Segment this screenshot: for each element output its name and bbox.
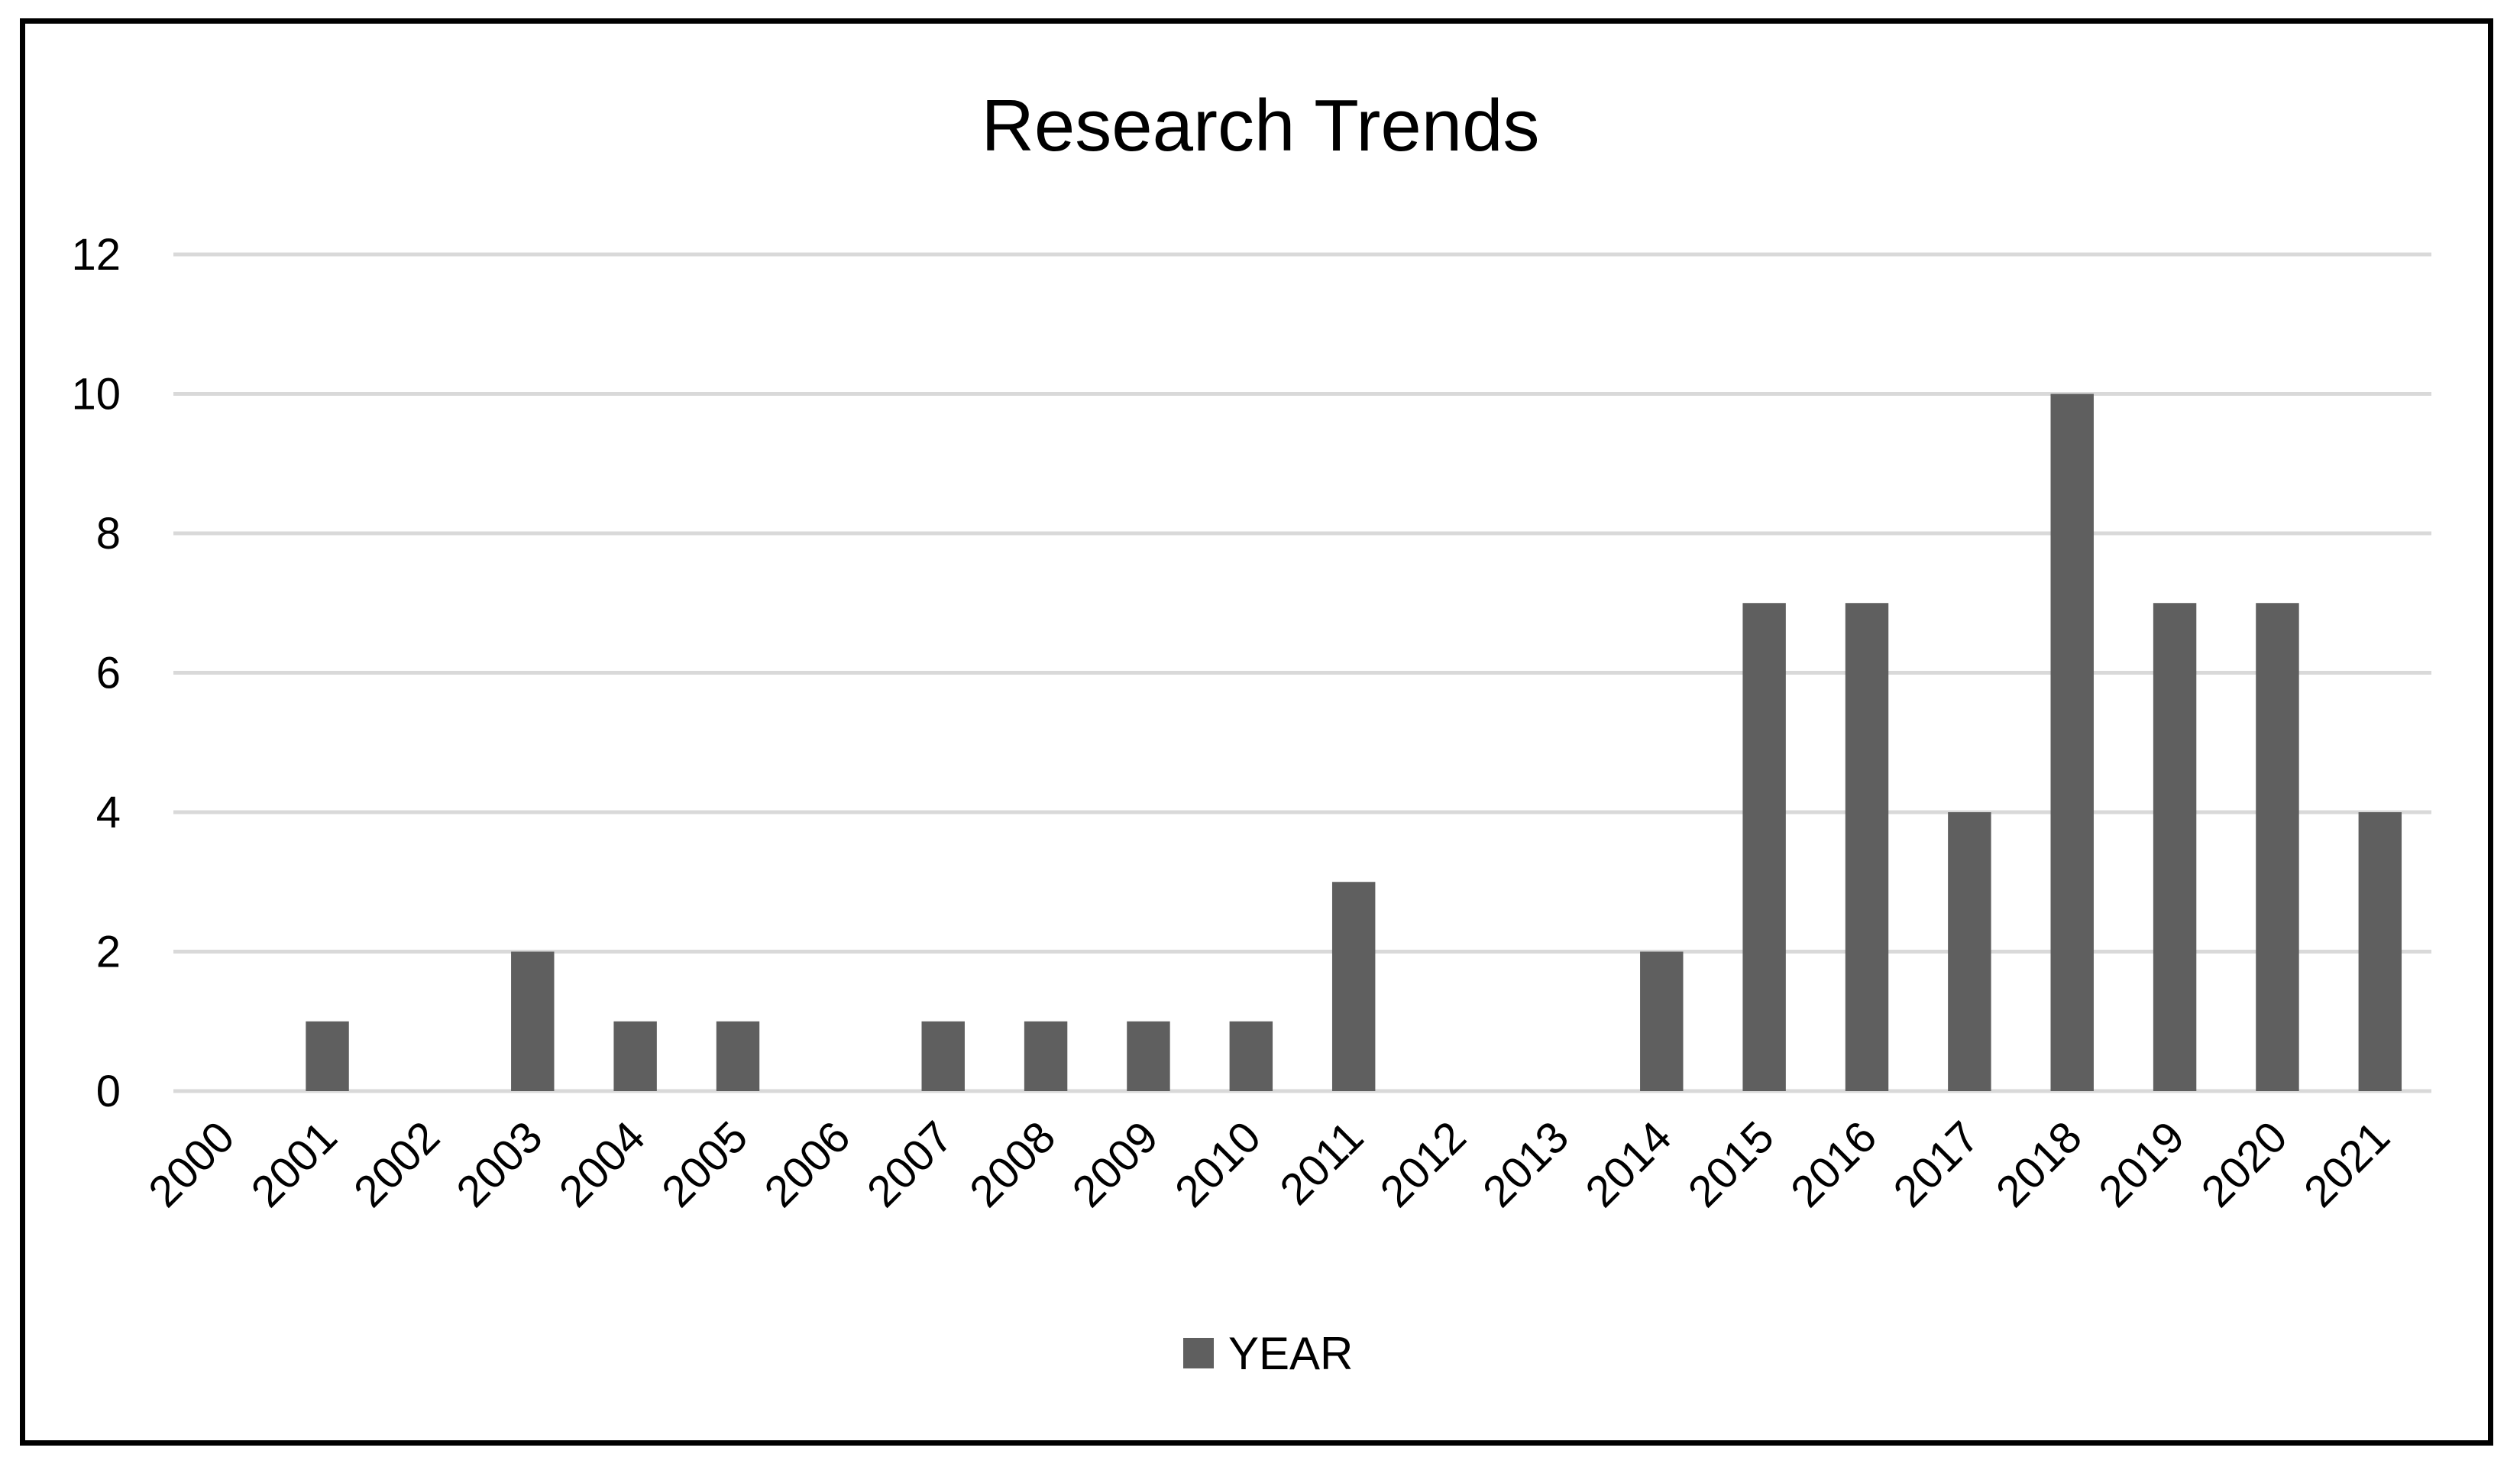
bar-2017	[1948, 812, 1991, 1091]
x-tick-label: 2004	[550, 1112, 655, 1216]
x-tick-label: 2005	[652, 1112, 757, 1216]
bar-2014	[1640, 951, 1684, 1091]
chart-title: Research Trends	[981, 85, 1539, 167]
y-tick-label: 8	[96, 509, 121, 559]
x-tick-label: 2003	[447, 1112, 552, 1216]
x-tick-label: 2001	[242, 1112, 347, 1216]
x-tick-label: 2018	[1987, 1112, 2091, 1216]
bar-2003	[511, 951, 555, 1091]
x-tick-label: 2010	[1166, 1112, 1270, 1216]
y-tick-label: 6	[96, 649, 121, 698]
x-tick-label: 2020	[2192, 1112, 2296, 1216]
x-tick-label: 2009	[1063, 1112, 1167, 1216]
x-tick-label: 2011	[1270, 1112, 1373, 1214]
x-tick-label: 2015	[1679, 1112, 1784, 1216]
x-tick-label: 2019	[2089, 1112, 2194, 1216]
bar-2019	[2153, 603, 2197, 1091]
x-tick-label: 2016	[1781, 1112, 1886, 1216]
bar-2015	[1742, 603, 1786, 1091]
y-tick-label: 4	[96, 788, 121, 837]
x-tick-label: 2006	[755, 1112, 859, 1216]
y-axis-ticks: 0 2 4 6 8 10 12	[71, 230, 121, 1116]
bar-2007	[921, 1021, 965, 1091]
legend-swatch	[1183, 1338, 1214, 1368]
bar-2001	[306, 1021, 349, 1091]
x-tick-label: 2013	[1474, 1112, 1578, 1216]
x-tick-label: 2021	[2295, 1112, 2399, 1216]
bar-2008	[1024, 1021, 1068, 1091]
x-tick-label: 2017	[1884, 1112, 1988, 1216]
bar-2018	[2050, 393, 2094, 1091]
bar-2004	[613, 1021, 657, 1091]
x-axis-ticks: 2000200120022003200420052006200720082009…	[139, 1112, 2399, 1216]
y-tick-label: 0	[96, 1067, 121, 1116]
x-tick-label: 2000	[139, 1112, 244, 1216]
y-tick-label: 12	[71, 230, 121, 280]
bar-2009	[1127, 1021, 1170, 1091]
x-tick-label: 2014	[1576, 1112, 1681, 1216]
bar-2005	[716, 1021, 760, 1091]
bar-2016	[1845, 603, 1889, 1091]
legend: YEAR	[1183, 1328, 1353, 1379]
bar-2020	[2256, 603, 2299, 1091]
bar-2010	[1229, 1021, 1273, 1091]
legend-label: YEAR	[1228, 1328, 1353, 1379]
y-tick-label: 2	[96, 928, 121, 977]
x-tick-label: 2008	[960, 1112, 1065, 1216]
bar-2011	[1331, 882, 1376, 1091]
x-tick-label: 2012	[1371, 1112, 1476, 1216]
y-tick-label: 10	[71, 370, 121, 419]
bar-2021	[2358, 812, 2402, 1091]
bars	[306, 393, 2402, 1091]
x-tick-label: 2007	[858, 1112, 962, 1216]
x-tick-label: 2002	[345, 1112, 449, 1216]
